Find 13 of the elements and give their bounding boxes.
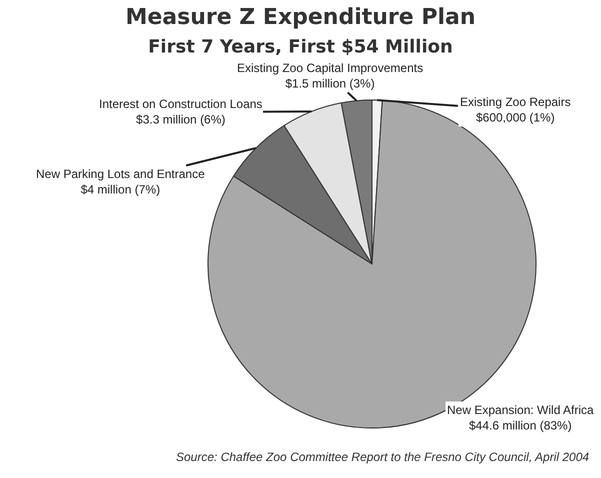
data-label: $3.3 million (6%) (136, 112, 226, 127)
data-label: $44.6 million (83%) (469, 418, 572, 433)
slice-label: Interest on Construction Loans (99, 97, 262, 111)
data-label: $4 million (7%) (80, 182, 160, 197)
data-label: $1.5 million (3%) (285, 76, 375, 91)
chart-title: Measure Z Expenditure Plan (125, 4, 476, 30)
slice-label: Existing Zoo Repairs (460, 95, 571, 109)
slice-label: New Expansion: Wild Africa (447, 403, 594, 417)
slice-label: New Parking Lots and Entrance (36, 167, 206, 181)
chart-subtitle: First 7 Years, First $54 Million (148, 36, 453, 58)
slice-label: Existing Zoo Capital Improvements (237, 61, 424, 75)
source-note: Source: Chaffee Zoo Committee Report to the Fresno City Council, April 2004 (176, 450, 590, 464)
data-label: $600,000 (1%) (476, 110, 555, 125)
